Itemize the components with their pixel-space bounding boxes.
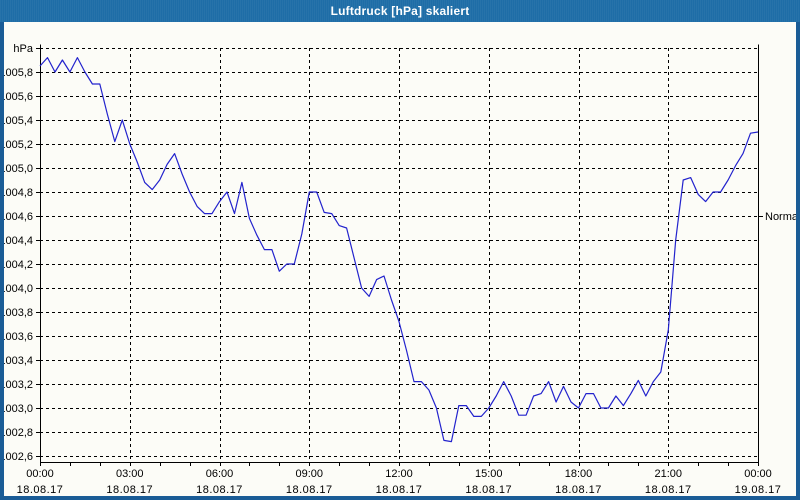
x-tick-time-label: 09:00 bbox=[295, 468, 323, 480]
x-tick-date-label: 18.08.17 bbox=[465, 484, 512, 496]
pressure-series-line bbox=[39, 56, 759, 443]
y-tick-label: 1003,0 bbox=[4, 403, 33, 415]
y-tick-label: 1005,8 bbox=[4, 67, 33, 79]
x-tick-date-label: 18.08.17 bbox=[645, 484, 692, 496]
x-tick-date-label: 18.08.17 bbox=[17, 484, 64, 496]
y-tick-label: 1003,8 bbox=[4, 307, 33, 319]
y-tick-label: 1004,6 bbox=[4, 211, 33, 223]
normal-marker-label: Normal bbox=[765, 211, 796, 223]
x-tick-time-label: 15:00 bbox=[475, 468, 503, 480]
x-tick-time-label: 03:00 bbox=[116, 468, 144, 480]
x-tick-date-label: 18.08.17 bbox=[286, 484, 333, 496]
y-tick-label: 1004,0 bbox=[4, 283, 33, 295]
window-titlebar: Luftdruck [hPa] skaliert bbox=[0, 0, 800, 22]
x-tick-time-label: 00:00 bbox=[26, 468, 54, 480]
x-tick-time-label: 12:00 bbox=[385, 468, 413, 480]
x-tick-date-label: 18.08.17 bbox=[555, 484, 602, 496]
x-tick-time-label: 06:00 bbox=[206, 468, 234, 480]
chart-area: 1005,8 1005,6 1005,4 1005,2 1005,0 1004,8 1004… bbox=[4, 22, 796, 496]
x-tick-date-label: 19.08.17 bbox=[735, 484, 782, 496]
y-tick-label: 1003,2 bbox=[4, 379, 33, 391]
y-tick-label: 1005,0 bbox=[4, 163, 33, 175]
y-tick-label: 1003,6 bbox=[4, 331, 33, 343]
x-tick-time-label: 00:00 bbox=[744, 468, 772, 480]
y-tick-label: 1005,2 bbox=[4, 139, 33, 151]
y-tick-label: 1003,4 bbox=[4, 355, 33, 367]
y-tick-label: 1004,8 bbox=[4, 187, 33, 199]
y-axis-unit-label: hPa bbox=[13, 43, 33, 55]
y-tick-label: 1004,4 bbox=[4, 235, 33, 247]
x-tick-date-label: 18.08.17 bbox=[196, 484, 243, 496]
pressure-line-chart: 1005,8 1005,6 1005,4 1005,2 1005,0 1004,8 1004… bbox=[4, 43, 796, 496]
y-tick-label: 1002,6 bbox=[4, 451, 33, 463]
y-tick-label: 1004,2 bbox=[4, 259, 33, 271]
y-tick-label: 1002,8 bbox=[4, 427, 33, 439]
x-tick-time-label: 21:00 bbox=[654, 468, 682, 480]
x-tick-date-label: 18.08.17 bbox=[106, 484, 153, 496]
x-tick-date-label: 18.08.17 bbox=[376, 484, 423, 496]
x-tick-time-label: 18:00 bbox=[565, 468, 593, 480]
y-tick-label: 1005,4 bbox=[4, 115, 33, 127]
y-tick-label: 1005,6 bbox=[4, 91, 33, 103]
window-title: Luftdruck [hPa] skaliert bbox=[330, 4, 470, 18]
